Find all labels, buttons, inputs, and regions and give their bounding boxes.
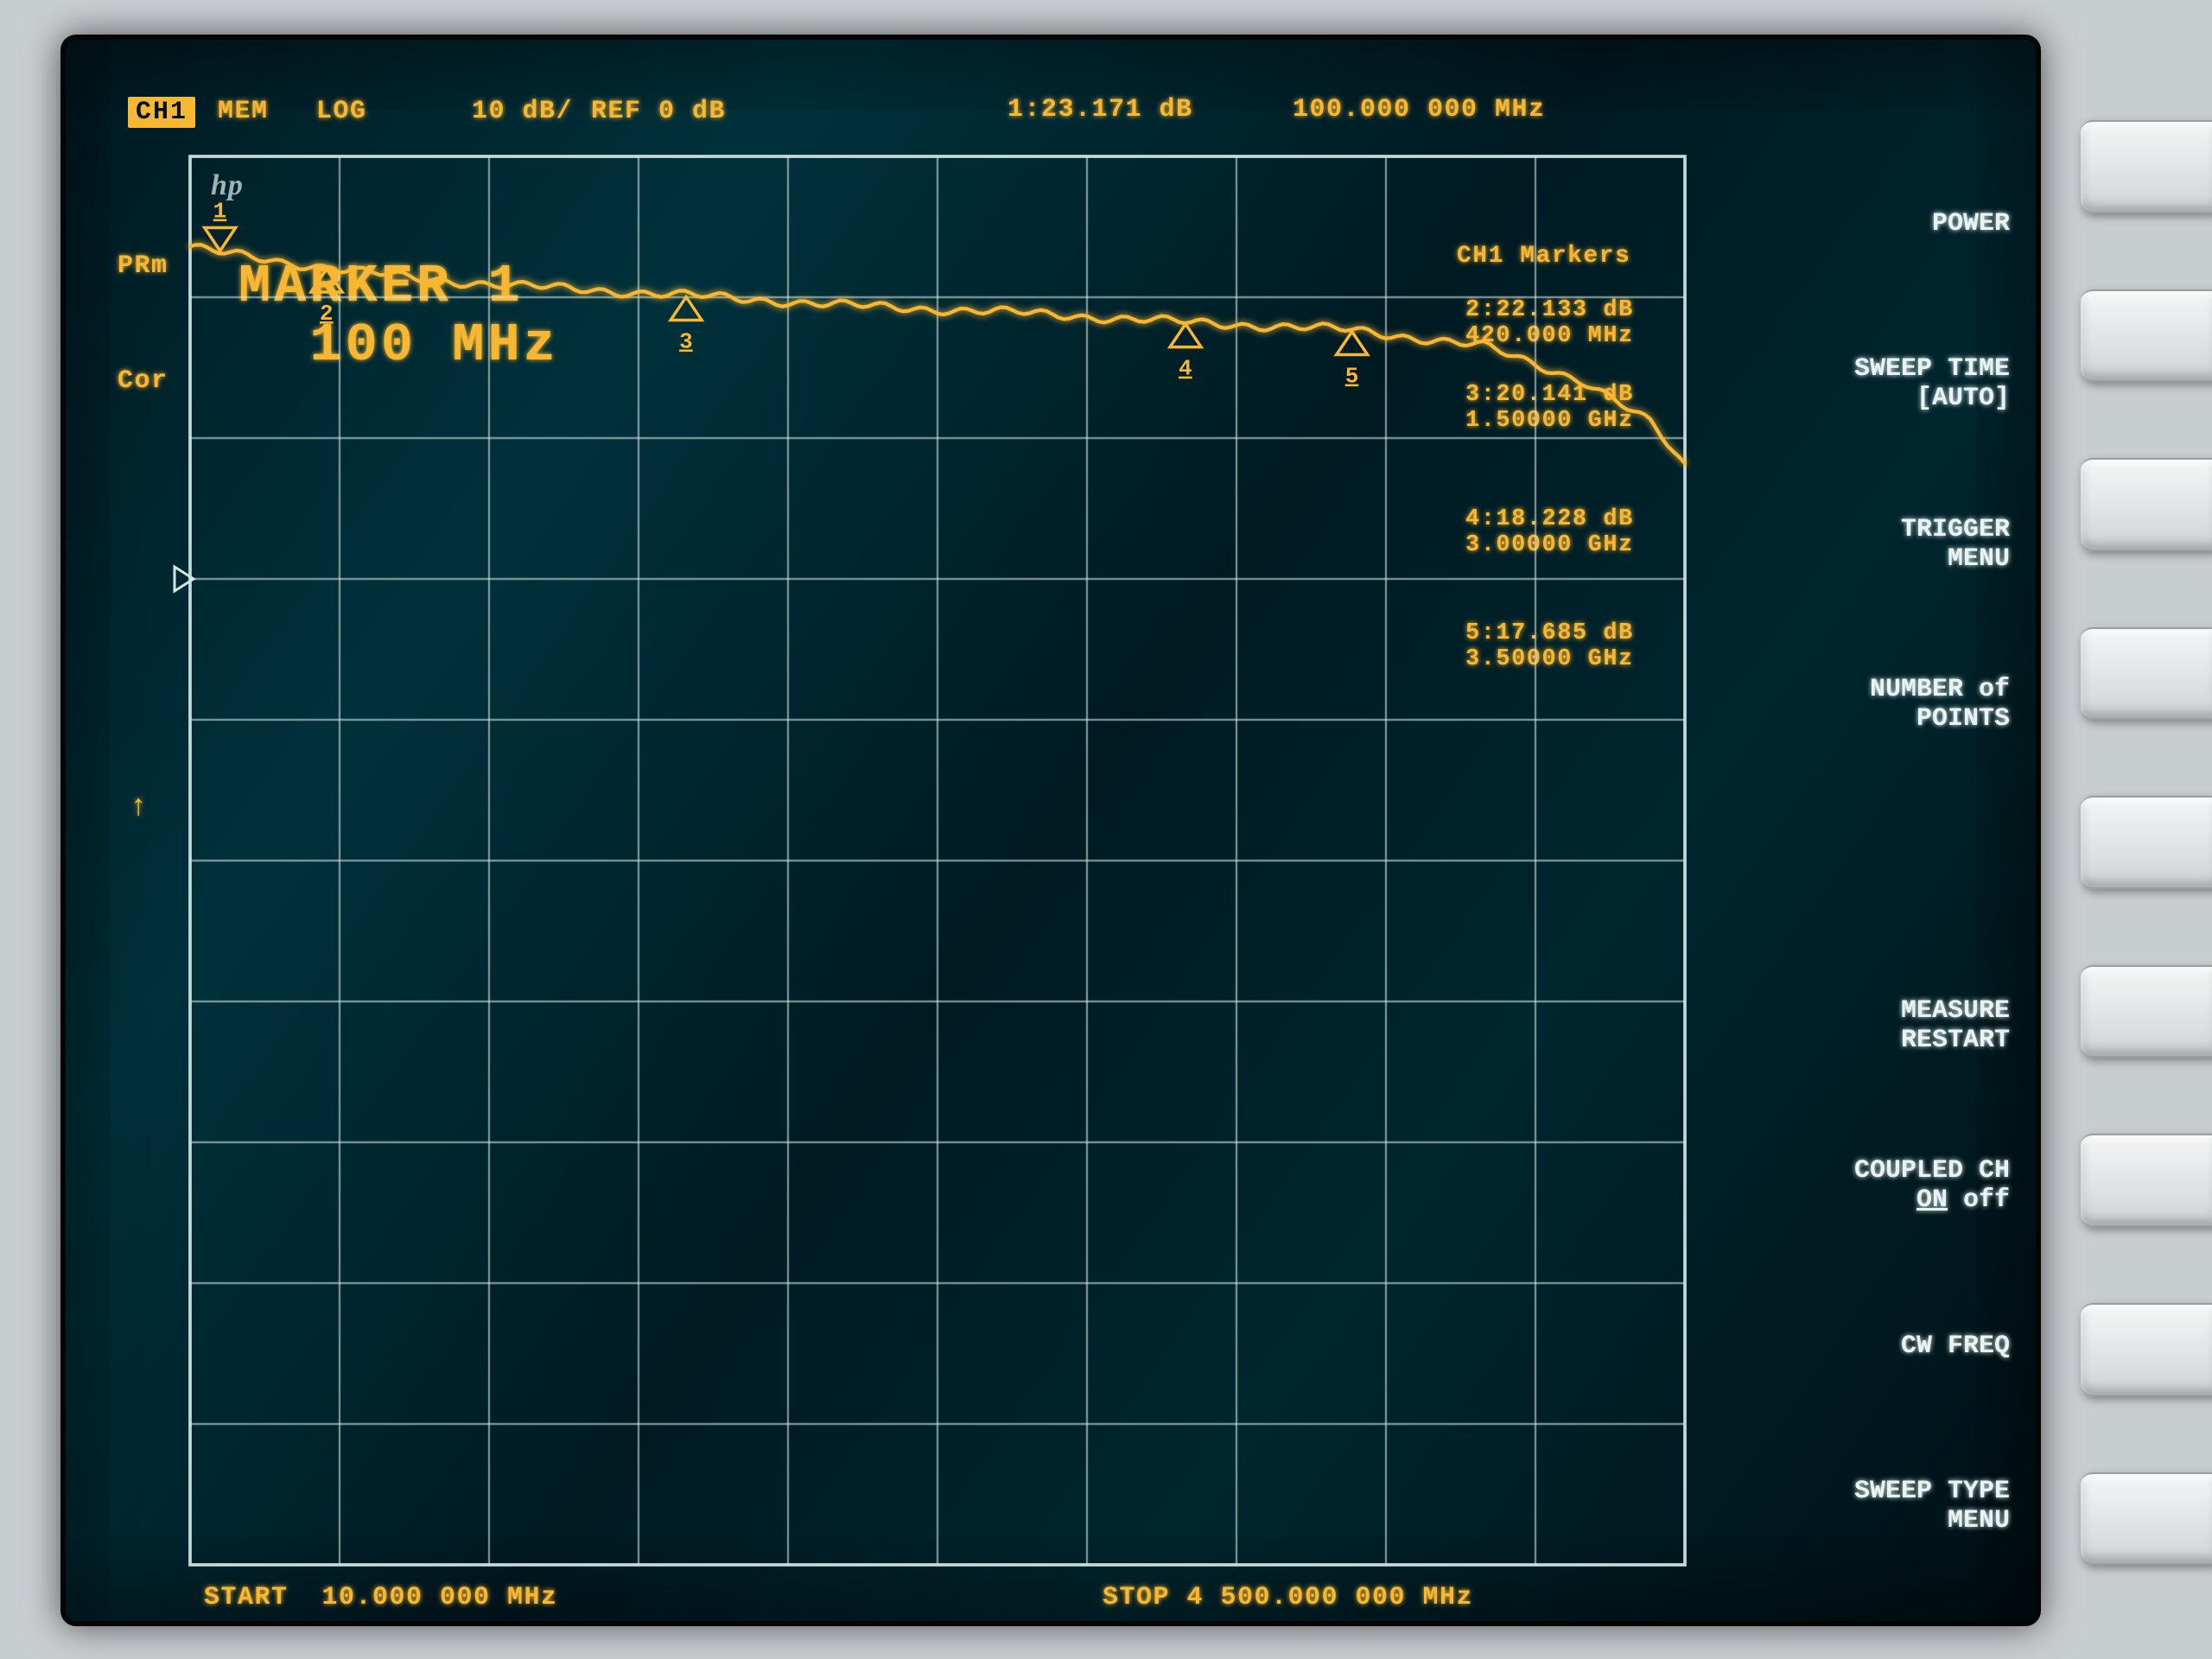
hardware-button-7[interactable] — [2081, 1134, 2212, 1227]
hardware-button-9[interactable] — [2081, 1472, 2212, 1566]
svg-text:5: 5 — [1345, 364, 1359, 390]
svg-text:2: 2 — [320, 301, 334, 327]
svg-text:3: 3 — [679, 329, 693, 355]
plot-svg: hp1 2 3 4 5 — [66, 40, 2036, 1621]
hardware-button-8[interactable] — [2081, 1303, 2212, 1396]
analyzer-crt-screen: CH1 MEM LOG 10 dB/ REF 0 dB 1:23.171 dB … — [60, 35, 2041, 1626]
hardware-button-5[interactable] — [2081, 796, 2212, 889]
hardware-button-1[interactable] — [2081, 120, 2212, 213]
hardware-button-3[interactable] — [2081, 458, 2212, 551]
hardware-button-column — [2055, 82, 2212, 1603]
hardware-button-6[interactable] — [2081, 965, 2212, 1058]
svg-text:1: 1 — [213, 199, 227, 225]
svg-text:4: 4 — [1179, 356, 1192, 382]
hardware-button-4[interactable] — [2081, 627, 2212, 721]
hardware-button-2[interactable] — [2081, 289, 2212, 383]
svg-text:hp: hp — [211, 169, 244, 201]
